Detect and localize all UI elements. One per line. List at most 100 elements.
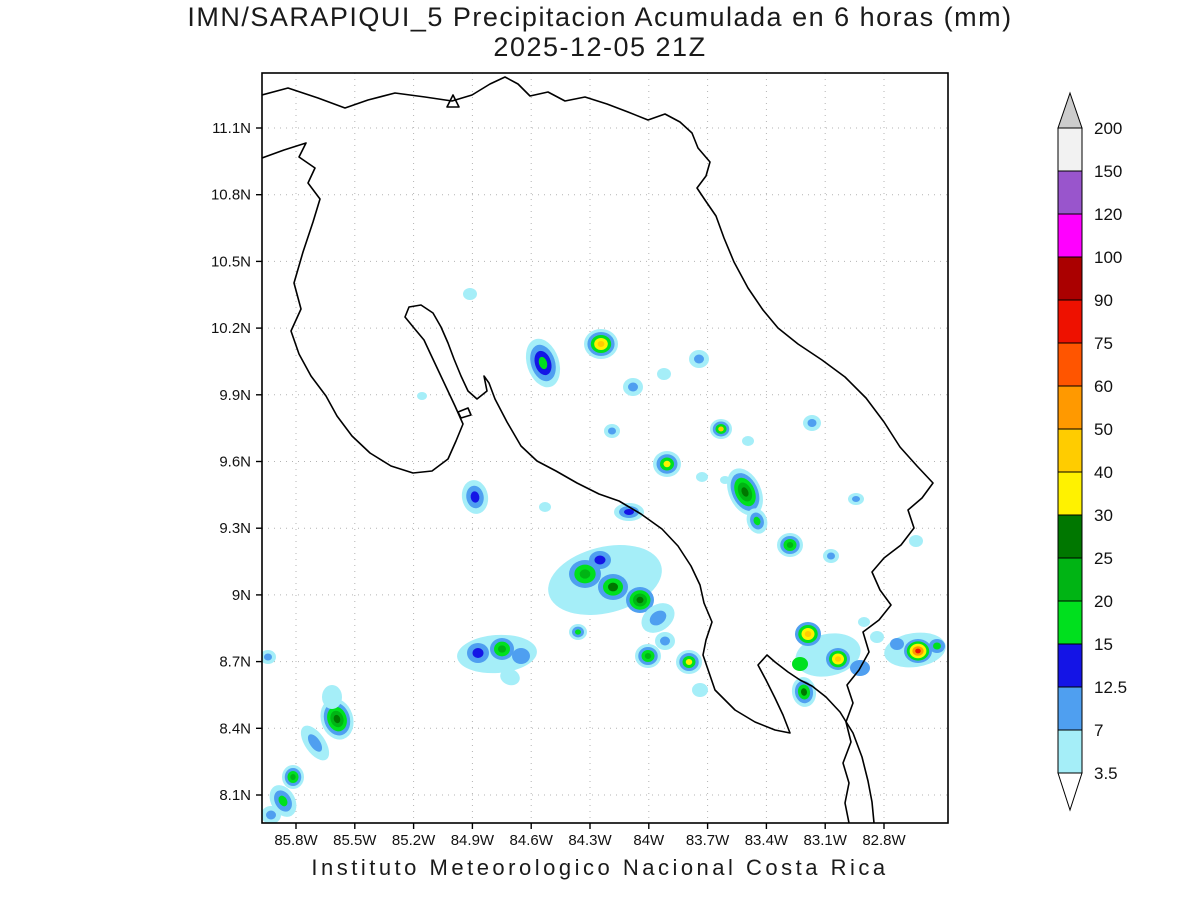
colorbar-segment bbox=[1057, 342, 1083, 387]
lat-label: 10.8N bbox=[211, 187, 251, 204]
precip-cell-ring bbox=[539, 502, 551, 512]
title-line-1: IMN/SARAPIQUI_5 Precipitacion Acumulada … bbox=[187, 2, 1013, 32]
precip-cell-ring bbox=[333, 714, 341, 724]
precip-cell-ring bbox=[264, 653, 272, 661]
colorbar-label: 75 bbox=[1094, 334, 1113, 353]
precip-cell-ring bbox=[628, 382, 638, 392]
precip-cell-ring bbox=[858, 617, 870, 627]
precip-cell-ring bbox=[835, 656, 841, 662]
precip-cell-ring bbox=[909, 535, 923, 547]
colorbar-segment bbox=[1057, 557, 1083, 602]
lat-label: 9.6N bbox=[219, 454, 251, 471]
lon-label: 82.8W bbox=[862, 832, 906, 849]
colorbar-label: 40 bbox=[1094, 463, 1113, 482]
colorbar: 200 150 120 100 90 75 60 50 40 30 25 20 15 12.5 7 3.5 bbox=[1057, 91, 1127, 812]
lon-label: 83.4W bbox=[745, 832, 789, 849]
lat-label: 9N bbox=[232, 587, 251, 604]
colorbar-segment bbox=[1057, 385, 1083, 430]
precip-cell-ring bbox=[800, 688, 808, 696]
lon-label: 85.2W bbox=[392, 832, 436, 849]
colorbar-label: 120 bbox=[1094, 205, 1122, 224]
colorbar-label: 30 bbox=[1094, 506, 1113, 525]
colorbar-label: 60 bbox=[1094, 377, 1113, 396]
colorbar-segment bbox=[1057, 428, 1083, 473]
precip-cell-ring bbox=[807, 419, 817, 427]
colorbar-label: 50 bbox=[1094, 420, 1113, 439]
precip-cell-ring bbox=[575, 629, 581, 635]
lon-label: 83.1W bbox=[804, 832, 848, 849]
precip-cell-ring bbox=[827, 552, 835, 560]
colorbar-label: 7 bbox=[1094, 721, 1103, 740]
colorbar-segment bbox=[1057, 213, 1083, 258]
coastline bbox=[262, 76, 934, 823]
lon-axis-labels: 85.8W 85.5W 85.2W 84.9W 84.6W 84.3W 84W 83.7W 83… bbox=[274, 832, 906, 849]
title-line-2: 2025-12-05 21Z bbox=[493, 32, 707, 62]
lon-label: 85.8W bbox=[274, 832, 318, 849]
chart-title: IMN/SARAPIQUI_5 Precipitacion Acumulada … bbox=[0, 2, 1200, 62]
colorbar-label: 25 bbox=[1094, 549, 1113, 568]
lat-label: 9.9N bbox=[219, 387, 251, 404]
precip-cell-ring bbox=[498, 645, 506, 653]
precip-cell-ring bbox=[500, 668, 520, 686]
precip-cell-ring bbox=[278, 795, 288, 807]
colorbar-segment bbox=[1057, 729, 1083, 774]
precip-cell-ring bbox=[786, 542, 794, 548]
precipitation-cells bbox=[262, 288, 946, 823]
precip-cell-ring bbox=[742, 436, 754, 446]
precip-cell-ring bbox=[608, 582, 618, 592]
lat-label: 9.3N bbox=[219, 520, 251, 537]
precip-cell-ring bbox=[692, 683, 708, 697]
lon-label: 84.6W bbox=[510, 832, 554, 849]
precip-cell-ring bbox=[644, 653, 652, 659]
precip-cell-ring bbox=[608, 427, 616, 435]
lat-label: 10.2N bbox=[211, 320, 251, 337]
lat-label: 11.1N bbox=[212, 120, 251, 137]
colorbar-label: 200 bbox=[1094, 119, 1122, 138]
precip-cell-ring bbox=[290, 774, 296, 780]
lon-label: 84W bbox=[633, 832, 665, 849]
lon-label: 83.7W bbox=[686, 832, 730, 849]
precip-cell-ring bbox=[512, 648, 530, 664]
precip-cell-ring bbox=[741, 487, 749, 497]
precip-cell-ring bbox=[915, 648, 921, 654]
precip-cell-ring bbox=[322, 685, 342, 709]
precip-cell-ring bbox=[307, 734, 323, 752]
precip-cell-ring bbox=[649, 610, 667, 626]
precip-cell-ring bbox=[470, 491, 480, 503]
precip-cell-ring bbox=[597, 341, 605, 347]
colorbar-segment bbox=[1057, 686, 1083, 731]
lat-label: 8.1N bbox=[219, 787, 251, 804]
colorbar-label: 20 bbox=[1094, 592, 1113, 611]
lon-label: 84.9W bbox=[451, 832, 495, 849]
precip-cell-ring bbox=[538, 356, 548, 370]
precip-cell-ring bbox=[624, 509, 634, 515]
precip-cell-ring bbox=[463, 288, 477, 300]
colorbar-segment bbox=[1057, 170, 1083, 215]
precip-cell-ring bbox=[870, 631, 884, 643]
colorbar-segment bbox=[1057, 471, 1083, 516]
colorbar-label: 15 bbox=[1094, 635, 1113, 654]
colorbar-top-arrow bbox=[1057, 91, 1083, 129]
precip-cell-ring bbox=[718, 426, 724, 432]
colorbar-segment bbox=[1057, 600, 1083, 645]
precip-cell-ring bbox=[852, 496, 860, 502]
axis-ticks bbox=[256, 127, 885, 829]
colorbar-label: 100 bbox=[1094, 248, 1122, 267]
precip-cell-ring bbox=[694, 354, 704, 364]
precip-cell-ring bbox=[579, 569, 591, 579]
lat-label: 8.4N bbox=[219, 720, 251, 737]
colorbar-segment bbox=[1057, 127, 1083, 172]
lon-label: 84.3W bbox=[568, 832, 612, 849]
precip-cell-ring bbox=[890, 638, 904, 650]
precip-cell-ring bbox=[933, 642, 941, 650]
colorbar-label: 3.5 bbox=[1094, 764, 1118, 783]
colorbar-segment bbox=[1057, 299, 1083, 344]
precip-cell-ring bbox=[685, 659, 693, 665]
precip-cell-ring bbox=[594, 555, 606, 565]
precip-cell-ring bbox=[266, 810, 276, 820]
footer-text: Instituto Meteorologico Nacional Costa R… bbox=[311, 855, 889, 880]
precip-cell-ring bbox=[417, 392, 427, 400]
lat-label: 8.7N bbox=[219, 654, 251, 671]
precip-cell-ring bbox=[804, 631, 812, 637]
